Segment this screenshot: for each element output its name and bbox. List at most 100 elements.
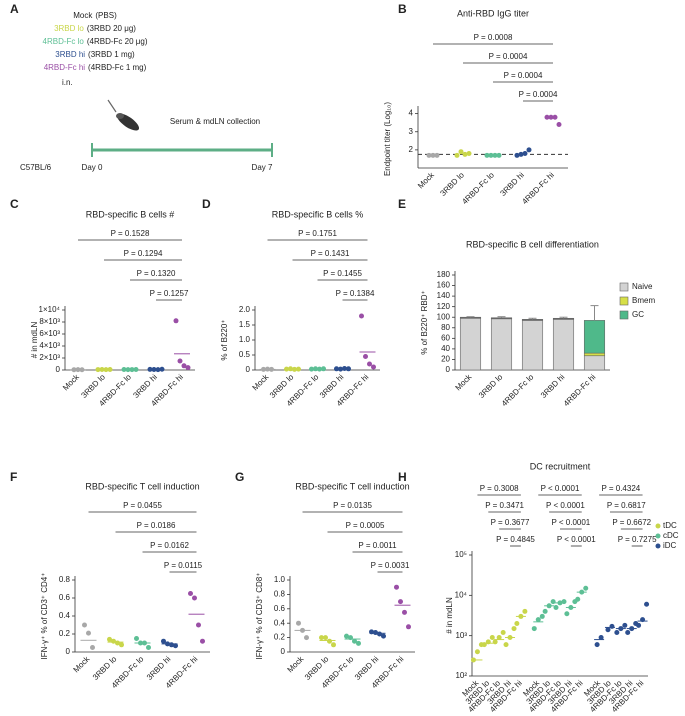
data-point (598, 635, 604, 641)
data-point (103, 367, 109, 373)
chart-title: RBD-specific B cells # (86, 209, 175, 219)
legend-swatch (619, 310, 629, 320)
data-point (522, 608, 528, 614)
group-name: 4RBD-Fc lo (43, 37, 85, 46)
data-point (342, 366, 347, 371)
panel-letter: H (398, 470, 407, 484)
y-tick-label: 4 (409, 109, 414, 118)
group-line: 3RBD lo (3RBD 20 μg) (54, 24, 136, 33)
data-point (292, 366, 297, 372)
x-tick-label: Mock (61, 372, 82, 393)
y-tick-label: 0.4 (59, 611, 71, 620)
legend-label: Naive (632, 282, 653, 291)
p-value: P = 0.0135 (333, 501, 372, 510)
legend-label: tDC (663, 521, 677, 530)
bar-segment (459, 317, 482, 371)
data-point (518, 151, 524, 157)
panel-letter: F (10, 470, 17, 484)
group-detail: (4RBD-Fc 20 μg) (87, 37, 148, 46)
data-point (373, 630, 378, 636)
p-value: P = 0.1257 (150, 289, 189, 298)
p-value: P = 0.4845 (496, 535, 535, 544)
y-tick-label: 1.0 (239, 335, 251, 344)
data-point (95, 367, 101, 373)
data-point (462, 151, 468, 157)
data-point (75, 367, 81, 373)
data-point (82, 622, 87, 628)
data-point (348, 635, 353, 641)
data-point (544, 114, 550, 120)
data-point (583, 585, 589, 591)
data-point (334, 366, 339, 372)
chart-title: Anti-RBD IgG titer (457, 8, 529, 18)
data-point (484, 152, 490, 158)
x-tick-label: Mock (454, 372, 475, 393)
panel-letter: C (10, 197, 19, 211)
y-axis-title: Endpoint titer (Log₁₀) (383, 102, 392, 176)
data-point (557, 600, 563, 606)
y-tick-label: 1.0 (274, 575, 286, 584)
x-tick-label: 3RBD hi (498, 170, 526, 198)
data-point (503, 642, 509, 648)
data-point (426, 152, 432, 158)
data-point (618, 626, 624, 632)
bar-segment (521, 320, 544, 371)
x-tick-label: 4RBD-Fc lo (500, 372, 536, 408)
data-point (317, 366, 322, 372)
data-point (518, 613, 524, 619)
p-value: P = 0.7275 (618, 535, 657, 544)
bar-segment (459, 316, 482, 319)
data-point (542, 608, 548, 614)
data-point (133, 366, 139, 372)
data-point (169, 642, 174, 648)
data-point (177, 358, 183, 364)
group-line: 4RBD-Fc lo (4RBD-Fc 20 μg) (43, 37, 148, 46)
panel-letter: D (202, 197, 211, 211)
p-value: P = 0.1751 (298, 229, 337, 238)
data-point (269, 366, 274, 372)
data-point (200, 638, 205, 644)
y-tick-label: 0.6 (59, 593, 71, 602)
data-point (394, 584, 399, 590)
data-point (492, 639, 498, 645)
p-value: P = 0.0005 (346, 521, 385, 530)
p-value: P = 0.1294 (124, 249, 163, 258)
data-point (142, 640, 147, 646)
x-tick-label: Mock (251, 372, 272, 393)
y-tick-label: 0 (56, 365, 61, 374)
data-point (71, 367, 77, 373)
group-name: 3RBD lo (54, 24, 84, 33)
data-point (458, 149, 464, 155)
p-value: P = 0.0455 (123, 501, 162, 510)
p-value: P < 0.0001 (551, 518, 590, 527)
group-detail: (3RBD 1 mg) (88, 50, 135, 59)
pipette (107, 99, 117, 113)
data-point (564, 611, 570, 617)
bar-segment (490, 317, 513, 319)
group-name: 4RBD-Fc hi (44, 63, 86, 72)
data-point (265, 366, 270, 372)
data-point (485, 639, 491, 645)
p-value: P = 0.0004 (504, 71, 543, 80)
group-line: Mock (PBS) (73, 11, 117, 20)
data-point (594, 642, 600, 648)
bar-segment (583, 352, 606, 357)
group-line: 4RBD-Fc hi (4RBD-Fc 1 mg) (44, 63, 147, 72)
p-value: P = 0.1455 (323, 269, 362, 278)
data-point (151, 367, 157, 373)
data-point (173, 643, 178, 649)
y-tick-label: 0.4 (274, 618, 286, 627)
y-tick-label: 10³ (455, 631, 467, 640)
bar-segment (521, 319, 544, 321)
p-value: P = 0.1528 (111, 229, 150, 238)
y-axis-title: # in mdLN (30, 322, 39, 359)
data-point (356, 640, 361, 646)
legend-label: iDC (663, 541, 677, 550)
data-point (381, 633, 386, 639)
legend-swatch (619, 296, 629, 306)
data-point (111, 638, 116, 644)
data-point (535, 617, 541, 623)
data-point (161, 638, 166, 644)
legend-label: Bmem (632, 296, 655, 305)
